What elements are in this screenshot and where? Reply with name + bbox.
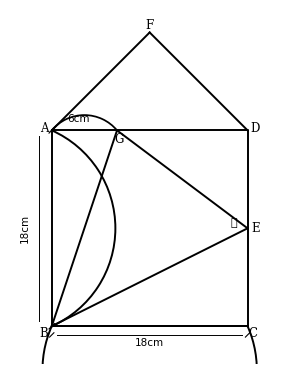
Text: ア: ア (230, 218, 237, 228)
Text: 6cm: 6cm (68, 114, 90, 125)
Text: F: F (145, 20, 154, 32)
Text: 18cm: 18cm (20, 214, 29, 243)
Text: E: E (251, 222, 260, 235)
Text: C: C (248, 327, 258, 340)
Text: G: G (115, 133, 124, 146)
Text: A: A (40, 122, 48, 135)
Text: D: D (250, 122, 260, 135)
Text: 18cm: 18cm (135, 338, 164, 348)
Text: B: B (40, 327, 48, 340)
